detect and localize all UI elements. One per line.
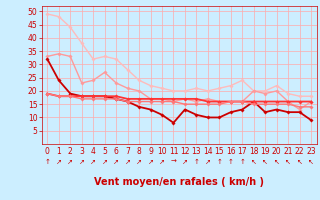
Text: 22: 22 xyxy=(295,148,304,156)
Text: 1: 1 xyxy=(56,148,61,156)
Text: ↖: ↖ xyxy=(297,159,302,165)
Text: ↗: ↗ xyxy=(79,159,85,165)
Text: 0: 0 xyxy=(45,148,50,156)
Text: ↗: ↗ xyxy=(182,159,188,165)
Text: 9: 9 xyxy=(148,148,153,156)
Text: ↗: ↗ xyxy=(56,159,62,165)
Text: ↖: ↖ xyxy=(308,159,314,165)
Text: 17: 17 xyxy=(237,148,247,156)
Text: ↑: ↑ xyxy=(239,159,245,165)
Text: 20: 20 xyxy=(272,148,282,156)
Text: 8: 8 xyxy=(137,148,141,156)
Text: ↑: ↑ xyxy=(216,159,222,165)
Text: ↗: ↗ xyxy=(159,159,165,165)
Text: ↖: ↖ xyxy=(251,159,257,165)
Text: ↑: ↑ xyxy=(194,159,199,165)
Text: 14: 14 xyxy=(203,148,213,156)
Text: ↗: ↗ xyxy=(148,159,154,165)
Text: ↗: ↗ xyxy=(90,159,96,165)
Text: Vent moyen/en rafales ( km/h ): Vent moyen/en rafales ( km/h ) xyxy=(94,177,264,187)
Text: 21: 21 xyxy=(284,148,293,156)
Text: 15: 15 xyxy=(214,148,224,156)
Text: ↖: ↖ xyxy=(274,159,280,165)
Text: →: → xyxy=(171,159,176,165)
Text: 2: 2 xyxy=(68,148,73,156)
Text: ↑: ↑ xyxy=(44,159,50,165)
Text: 10: 10 xyxy=(157,148,167,156)
Text: 16: 16 xyxy=(226,148,236,156)
Text: 5: 5 xyxy=(102,148,107,156)
Text: ↗: ↗ xyxy=(67,159,73,165)
Text: ↑: ↑ xyxy=(228,159,234,165)
Text: 13: 13 xyxy=(192,148,201,156)
Text: 19: 19 xyxy=(260,148,270,156)
Text: ↗: ↗ xyxy=(136,159,142,165)
Text: 18: 18 xyxy=(249,148,259,156)
Text: 6: 6 xyxy=(114,148,119,156)
Text: 4: 4 xyxy=(91,148,96,156)
Text: 12: 12 xyxy=(180,148,190,156)
Text: ↖: ↖ xyxy=(285,159,291,165)
Text: ↗: ↗ xyxy=(125,159,131,165)
Text: 7: 7 xyxy=(125,148,130,156)
Text: 23: 23 xyxy=(306,148,316,156)
Text: ↗: ↗ xyxy=(102,159,108,165)
Text: ↖: ↖ xyxy=(262,159,268,165)
Text: 3: 3 xyxy=(79,148,84,156)
Text: ↗: ↗ xyxy=(113,159,119,165)
Text: ↗: ↗ xyxy=(205,159,211,165)
Text: 11: 11 xyxy=(169,148,178,156)
